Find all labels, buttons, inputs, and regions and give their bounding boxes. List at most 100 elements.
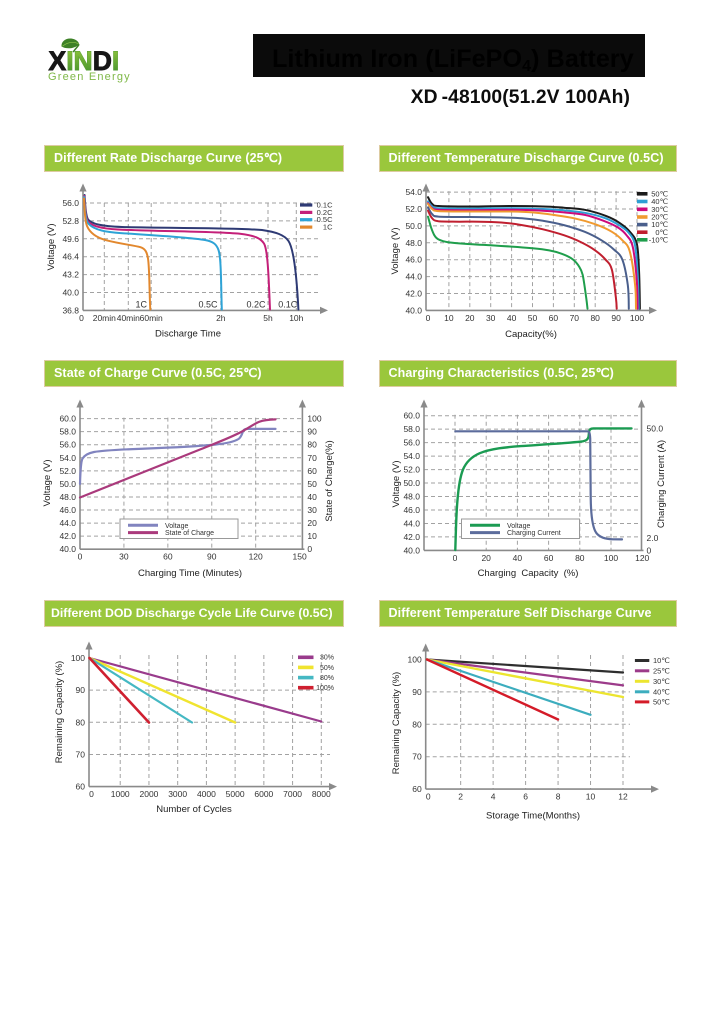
svg-text:Voltage (V): Voltage (V)	[46, 224, 57, 271]
svg-text:60: 60	[163, 552, 173, 562]
svg-text:40.0: 40.0	[59, 544, 76, 554]
svg-text:49.6: 49.6	[62, 234, 79, 244]
svg-text:30: 30	[486, 313, 496, 323]
svg-text:46.0: 46.0	[403, 505, 420, 515]
svg-text:40.0: 40.0	[403, 545, 420, 555]
svg-text:Charging Current: Charging Current	[507, 530, 561, 537]
svg-text:50.0: 50.0	[647, 424, 664, 434]
svg-text:Voltage: Voltage	[165, 523, 188, 530]
svg-text:20: 20	[307, 518, 317, 528]
svg-text:Charging Time (Minutes): Charging Time (Minutes)	[138, 568, 242, 579]
svg-text:Charging Capacity (%): Charging Capacity (%)	[478, 568, 579, 579]
svg-text:60: 60	[307, 466, 317, 476]
svg-text:100: 100	[307, 414, 321, 424]
svg-text:50℃: 50℃	[653, 697, 670, 706]
svg-text:54.0: 54.0	[403, 451, 420, 461]
svg-text:State of Charge: State of Charge	[165, 530, 214, 537]
svg-text:10h: 10h	[289, 313, 303, 323]
svg-text:0: 0	[426, 792, 431, 802]
svg-text:60: 60	[549, 313, 559, 323]
svg-text:40.0: 40.0	[405, 305, 422, 315]
svg-text:54.0: 54.0	[59, 453, 76, 463]
svg-text:56.0: 56.0	[62, 198, 79, 208]
svg-text:Number of Cycles: Number of Cycles	[156, 804, 232, 815]
svg-text:80: 80	[307, 440, 317, 450]
svg-text:90: 90	[207, 552, 217, 562]
svg-text:100: 100	[604, 553, 618, 563]
svg-text:10℃: 10℃	[653, 656, 670, 665]
svg-text:Discharge Time: Discharge Time	[155, 329, 221, 340]
svg-text:0.1C: 0.1C	[317, 201, 333, 210]
svg-text:20min: 20min	[93, 313, 116, 323]
svg-text:44.0: 44.0	[59, 518, 76, 528]
svg-text:Charging Current (A): Charging Current (A)	[656, 440, 667, 528]
svg-text:56.0: 56.0	[59, 440, 76, 450]
svg-text:100: 100	[71, 653, 85, 663]
svg-text:90: 90	[307, 427, 317, 437]
svg-text:52.0: 52.0	[59, 466, 76, 476]
svg-text:42.0: 42.0	[403, 532, 420, 542]
svg-text:48.0: 48.0	[405, 238, 422, 248]
svg-text:Voltage (V): Voltage (V)	[42, 460, 53, 507]
svg-text:150: 150	[293, 552, 307, 562]
svg-text:50: 50	[307, 479, 317, 489]
svg-text:30: 30	[307, 505, 317, 515]
svg-text:30℃: 30℃	[653, 677, 670, 686]
svg-text:80%: 80%	[320, 675, 334, 682]
svg-text:8: 8	[556, 792, 561, 802]
svg-text:0℃: 0℃	[655, 228, 668, 237]
svg-text:0: 0	[307, 544, 312, 554]
svg-text:46.0: 46.0	[405, 255, 422, 265]
svg-text:70: 70	[76, 749, 86, 759]
svg-text:0.2C: 0.2C	[317, 208, 333, 217]
svg-text:10: 10	[444, 313, 454, 323]
svg-text:0.5C: 0.5C	[198, 300, 218, 310]
svg-text:1C: 1C	[323, 223, 333, 232]
svg-text:3000: 3000	[168, 789, 187, 799]
svg-text:90: 90	[76, 685, 86, 695]
svg-text:12: 12	[618, 792, 628, 802]
svg-text:10: 10	[586, 792, 596, 802]
svg-text:2h: 2h	[216, 313, 226, 323]
svg-text:5h: 5h	[263, 313, 273, 323]
svg-text:56.0: 56.0	[403, 438, 420, 448]
svg-text:0: 0	[453, 553, 458, 563]
svg-text:60.0: 60.0	[59, 414, 76, 424]
svg-text:0: 0	[78, 552, 83, 562]
svg-text:0: 0	[89, 789, 94, 799]
svg-text:1C: 1C	[136, 300, 148, 310]
svg-text:44.0: 44.0	[403, 518, 420, 528]
svg-text:60: 60	[544, 553, 554, 563]
svg-text:100: 100	[408, 655, 422, 665]
svg-text:70: 70	[570, 313, 580, 323]
svg-text:0.1C: 0.1C	[278, 300, 298, 310]
svg-text:90: 90	[412, 687, 422, 697]
svg-text:70: 70	[412, 752, 422, 762]
svg-text:8000: 8000	[312, 789, 331, 799]
svg-text:52.8: 52.8	[62, 216, 79, 226]
svg-text:46.4: 46.4	[62, 252, 79, 262]
svg-text:25℃: 25℃	[653, 666, 670, 675]
svg-text:Remaining Capacity (%): Remaining Capacity (%)	[54, 661, 65, 763]
svg-text:40: 40	[507, 313, 517, 323]
svg-text:60: 60	[76, 782, 86, 792]
svg-text:46.0: 46.0	[59, 505, 76, 515]
svg-text:100: 100	[630, 313, 644, 323]
svg-text:5000: 5000	[226, 789, 245, 799]
svg-text:40min: 40min	[117, 313, 140, 323]
svg-text:58.0: 58.0	[403, 424, 420, 434]
svg-text:0.2C: 0.2C	[246, 300, 266, 310]
svg-text:Storage Time(Months): Storage Time(Months)	[486, 811, 580, 822]
svg-text:50: 50	[528, 313, 538, 323]
svg-text:Voltage (V): Voltage (V)	[390, 228, 401, 275]
svg-text:40: 40	[307, 492, 317, 502]
svg-text:1000: 1000	[111, 789, 130, 799]
svg-text:54.0: 54.0	[405, 187, 422, 197]
svg-text:State of Charge(%): State of Charge(%)	[324, 440, 335, 521]
svg-text:120: 120	[635, 553, 649, 563]
svg-text:60min: 60min	[140, 313, 163, 323]
svg-text:50.0: 50.0	[403, 478, 420, 488]
svg-text:10: 10	[307, 531, 317, 541]
svg-text:40: 40	[513, 553, 523, 563]
svg-text:40℃: 40℃	[653, 687, 670, 696]
